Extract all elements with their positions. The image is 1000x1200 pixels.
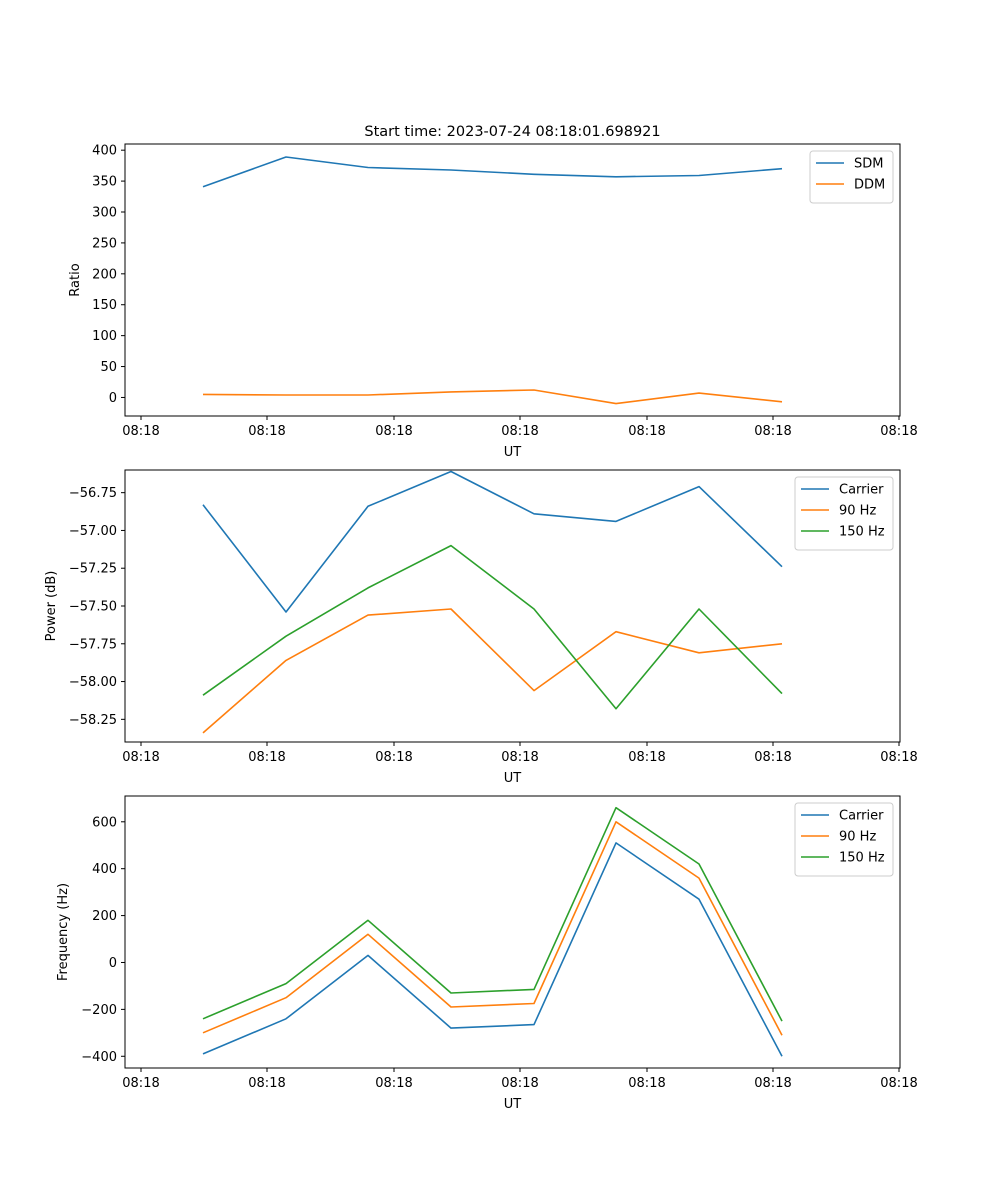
series-line-90-hz <box>202 820 783 1036</box>
legend: SDM DDM <box>809 150 894 204</box>
legend-box <box>809 150 894 204</box>
frequency-chart: 08:18 08:18 08:18 08:18 08:18 08:18 08:18 −400… <box>56 795 918 1112</box>
y-tick-label: 300 <box>92 206 117 221</box>
x-tick-label: 08:18 <box>754 750 791 765</box>
y-axis-label: Power (dB) <box>44 571 59 642</box>
y-tick-label: 350 <box>92 175 117 190</box>
plot-lines <box>202 806 783 1057</box>
x-tick-label: 08:18 <box>248 424 285 439</box>
x-tick-label: 08:18 <box>880 1076 917 1091</box>
x-axis-label: UT <box>504 445 522 460</box>
y-tick-label: −58.25 <box>69 713 117 728</box>
legend-label: 90 Hz <box>839 830 876 845</box>
series-line-sdm <box>202 156 783 188</box>
legend-label: 150 Hz <box>839 525 885 540</box>
legend-label: Carrier <box>839 809 884 824</box>
power-chart: 08:18 08:18 08:18 08:18 08:18 08:18 08:18 −58.… <box>44 469 918 786</box>
x-tick-label: 08:18 <box>628 750 665 765</box>
y-tick-label: 600 <box>92 815 117 830</box>
x-tick-label: 08:18 <box>122 750 159 765</box>
y-tick-label: 150 <box>92 298 117 313</box>
x-tick-label: 08:18 <box>754 1076 791 1091</box>
y-tick-label: −400 <box>81 1050 117 1065</box>
legend-label: Carrier <box>839 483 884 498</box>
ratio-chart: Start time: 2023-07-24 08:18:01.698921 0… <box>68 124 918 460</box>
x-tick-label: 08:18 <box>375 424 412 439</box>
y-tick-label: 0 <box>109 956 117 971</box>
x-tick-label: 08:18 <box>375 1076 412 1091</box>
x-tick-label: 08:18 <box>501 1076 538 1091</box>
y-tick-label: −58.00 <box>69 675 117 690</box>
plot-lines <box>202 470 783 734</box>
series-line-150-hz <box>202 806 783 1022</box>
legend-label: 150 Hz <box>839 851 885 866</box>
x-axis-ticks: 08:18 08:18 08:18 08:18 08:18 08:18 08:18 <box>122 1068 918 1091</box>
x-axis-ticks: 08:18 08:18 08:18 08:18 08:18 08:18 08:18 <box>122 742 918 765</box>
y-tick-label: 250 <box>92 236 117 251</box>
plot-frame <box>124 795 901 1069</box>
x-tick-label: 08:18 <box>880 750 917 765</box>
chart-title: Start time: 2023-07-24 08:18:01.698921 <box>364 124 660 140</box>
y-tick-label: 200 <box>92 909 117 924</box>
x-axis-label: UT <box>504 771 522 786</box>
series-line-ddm <box>202 389 783 405</box>
plot-lines <box>202 156 783 405</box>
series-line-150-hz <box>202 544 783 710</box>
legend-label: DDM <box>854 178 885 193</box>
y-tick-label: 200 <box>92 267 117 282</box>
y-axis-label: Ratio <box>68 263 83 296</box>
y-axis-ticks: 0 50 100 150 200 250 300 350 400 <box>92 144 125 406</box>
y-tick-label: 100 <box>92 329 117 344</box>
x-tick-label: 08:18 <box>501 750 538 765</box>
x-tick-label: 08:18 <box>880 424 917 439</box>
x-tick-label: 08:18 <box>628 424 665 439</box>
y-tick-label: −57.00 <box>69 524 117 539</box>
series-line-carrier <box>202 842 783 1057</box>
legend: Carrier 90 Hz 150 Hz <box>794 476 894 551</box>
y-tick-label: −57.75 <box>69 637 117 652</box>
y-tick-label: 400 <box>92 862 117 877</box>
y-tick-label: −57.50 <box>69 600 117 615</box>
y-axis-ticks: −58.25 −58.00 −57.75 −57.50 −57.25 −57.00 −56.… <box>69 486 125 728</box>
x-tick-label: 08:18 <box>628 1076 665 1091</box>
x-tick-label: 08:18 <box>248 1076 285 1091</box>
x-tick-label: 08:18 <box>122 1076 159 1091</box>
y-tick-label: −200 <box>81 1003 117 1018</box>
y-tick-label: −56.75 <box>69 486 117 501</box>
series-line-90-hz <box>202 608 783 734</box>
x-tick-label: 08:18 <box>501 424 538 439</box>
legend-label: 90 Hz <box>839 504 876 519</box>
legend-label: SDM <box>854 157 883 172</box>
y-tick-label: −57.25 <box>69 562 117 577</box>
y-tick-label: 50 <box>100 360 117 375</box>
x-tick-label: 08:18 <box>122 424 159 439</box>
x-tick-label: 08:18 <box>248 750 285 765</box>
y-axis-ticks: −400 −200 0 200 400 600 <box>81 815 125 1065</box>
x-tick-label: 08:18 <box>375 750 412 765</box>
y-tick-label: 0 <box>109 391 117 406</box>
series-line-carrier <box>202 470 783 613</box>
x-axis-label: UT <box>504 1097 522 1112</box>
y-axis-label: Frequency (Hz) <box>56 883 71 981</box>
legend: Carrier 90 Hz 150 Hz <box>794 802 894 877</box>
x-axis-ticks: 08:18 08:18 08:18 08:18 08:18 08:18 08:18 <box>122 416 918 439</box>
x-tick-label: 08:18 <box>754 424 791 439</box>
y-tick-label: 400 <box>92 144 117 159</box>
plot-frame <box>124 143 901 417</box>
